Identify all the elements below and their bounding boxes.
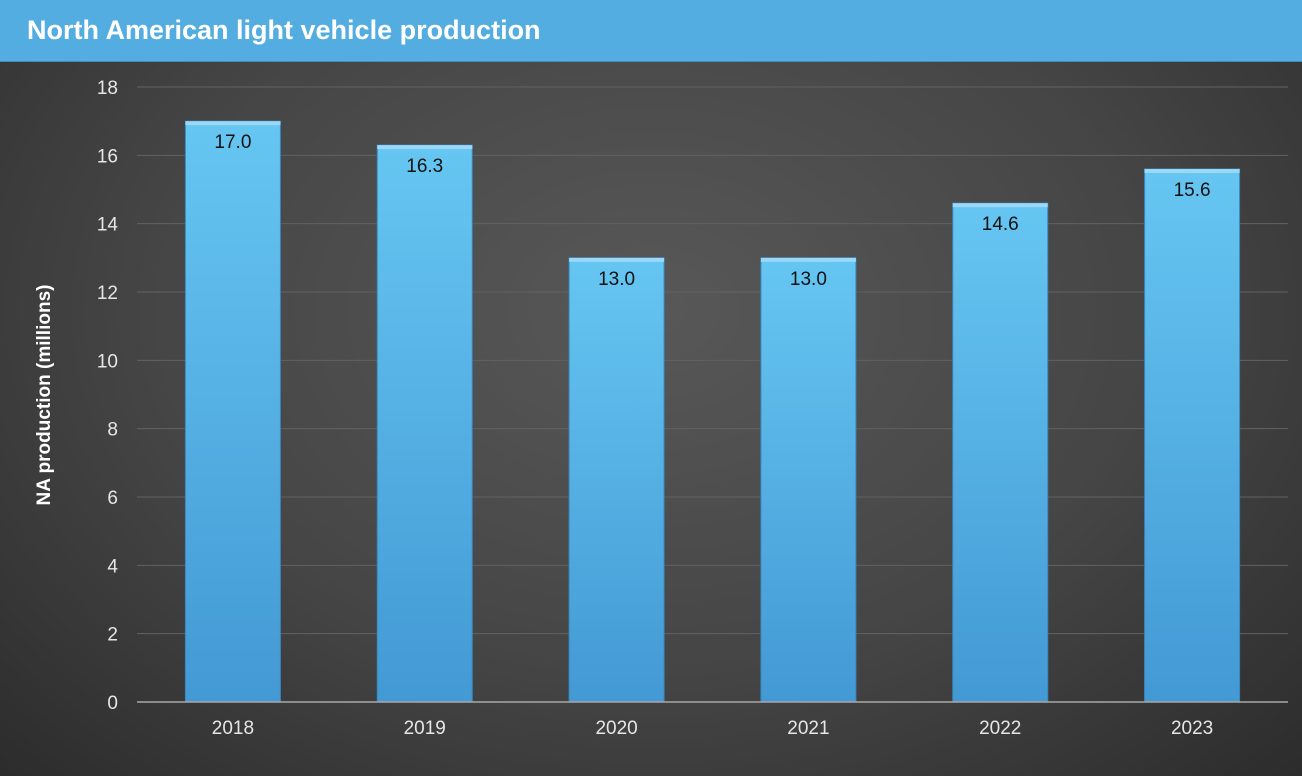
data-label: 13.0 — [790, 269, 827, 290]
bar-bevel — [760, 257, 856, 262]
bar-bevel — [952, 203, 1048, 208]
bar-bevel — [569, 257, 665, 262]
bar-2022 — [952, 202, 1049, 703]
y-tick-label: 6 — [107, 488, 118, 509]
bar-2018 — [184, 120, 281, 703]
chart-title: North American light vehicle production — [27, 15, 541, 45]
y-tick-label: 14 — [97, 215, 119, 236]
y-tick-label: 10 — [97, 351, 118, 372]
x-tick-label: 2023 — [1171, 718, 1213, 739]
bar-bevel — [1144, 169, 1240, 173]
bar-2019 — [376, 144, 473, 703]
y-tick-label: 16 — [97, 146, 118, 167]
bar-2021 — [760, 257, 857, 703]
y-tick-label: 4 — [107, 556, 118, 577]
y-tick-label: 0 — [107, 693, 118, 714]
x-tick-label: 2022 — [979, 718, 1021, 739]
data-label: 15.6 — [1174, 180, 1211, 201]
title-bar: North American light vehicle production — [0, 0, 1302, 62]
x-tick-label: 2019 — [404, 718, 446, 739]
data-label: 17.0 — [214, 132, 251, 153]
y-tick-label: 2 — [107, 625, 118, 646]
y-tick-label: 12 — [97, 283, 118, 304]
data-label: 14.6 — [982, 214, 1019, 235]
data-label: 13.0 — [598, 269, 635, 290]
data-label: 16.3 — [406, 156, 443, 177]
x-tick-label: 2020 — [595, 718, 637, 739]
y-tick-label: 18 — [97, 78, 118, 99]
y-tick-label: 8 — [107, 420, 118, 441]
x-tick-label: 2018 — [212, 718, 254, 739]
bar-bevel — [185, 121, 281, 126]
bar-2020 — [568, 257, 665, 703]
bar-bevel — [377, 145, 473, 150]
x-tick-label: 2021 — [787, 718, 829, 739]
bar-2023 — [1144, 168, 1241, 703]
